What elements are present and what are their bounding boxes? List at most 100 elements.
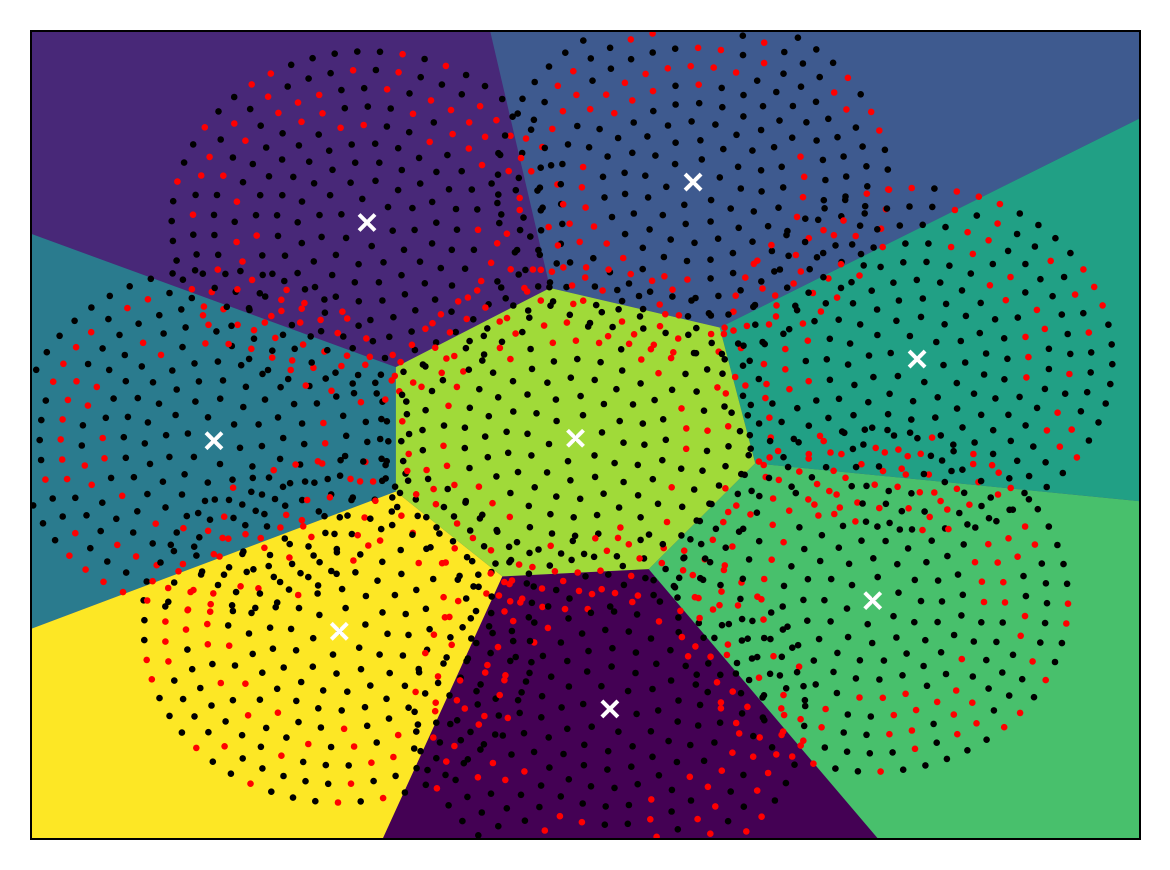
data-point-black	[921, 508, 928, 515]
data-point-red	[669, 286, 676, 294]
data-point-red	[599, 287, 606, 294]
data-point-black	[717, 671, 724, 679]
data-point-black	[978, 502, 985, 510]
data-point-black	[674, 594, 681, 601]
data-point-red	[603, 547, 611, 555]
data-point-black	[765, 474, 773, 482]
data-point-red	[432, 500, 440, 508]
data-point-red	[655, 618, 663, 625]
data-point-black	[630, 210, 638, 217]
data-point-black	[477, 746, 484, 753]
data-point-black	[884, 426, 891, 434]
data-point-red	[768, 556, 775, 563]
data-point-black	[214, 358, 222, 365]
data-point-red	[827, 449, 834, 456]
data-point-black	[231, 218, 238, 226]
data-point-black	[738, 470, 745, 478]
data-point-black	[396, 489, 404, 497]
data-point-black	[969, 673, 977, 680]
data-point-black	[314, 590, 321, 597]
data-point-red	[797, 153, 804, 160]
data-point-black	[520, 729, 528, 737]
data-point-black	[433, 719, 440, 726]
data-point-black	[322, 529, 329, 537]
data-point-black	[586, 319, 594, 327]
data-point-red	[714, 384, 721, 391]
data-point-black	[864, 183, 871, 190]
data-point-black	[494, 278, 501, 285]
data-point-black	[976, 329, 984, 337]
data-point-black	[614, 134, 622, 142]
data-point-black	[840, 729, 847, 736]
data-point-red	[516, 206, 523, 214]
data-point-black	[427, 544, 434, 551]
data-point-black	[376, 159, 383, 166]
data-point-red	[320, 419, 327, 427]
data-point-black	[804, 617, 811, 624]
data-point-red	[958, 655, 966, 663]
data-point-black	[896, 222, 904, 229]
data-point-black	[893, 634, 900, 641]
data-point-red	[509, 617, 517, 625]
data-point-black	[360, 84, 368, 92]
data-point-black	[324, 475, 332, 483]
data-point-black	[457, 736, 465, 744]
centroid-marker	[600, 699, 620, 719]
data-point-black	[524, 391, 531, 398]
data-point-red	[299, 523, 307, 530]
data-point-black	[868, 424, 876, 432]
data-point-black	[1009, 651, 1017, 659]
data-point-black	[864, 620, 871, 628]
data-point-red	[522, 135, 530, 142]
data-point-black	[341, 452, 349, 460]
data-point-black	[122, 569, 130, 576]
data-point-black	[409, 531, 416, 538]
data-point-black	[929, 203, 936, 211]
data-point-black	[941, 478, 949, 486]
data-point-black	[497, 284, 505, 291]
data-point-red	[1085, 329, 1093, 336]
data-point-black	[372, 66, 380, 74]
data-point-red	[442, 62, 450, 70]
data-point-black	[559, 160, 566, 168]
data-point-black	[593, 511, 601, 519]
data-point-black	[711, 634, 718, 642]
data-point-black	[705, 660, 712, 667]
data-point-black	[433, 168, 440, 176]
data-point-black	[779, 603, 786, 610]
data-point-black	[672, 101, 679, 108]
data-point-black	[261, 293, 269, 300]
data-point-black	[632, 649, 640, 656]
data-point-black	[778, 653, 786, 661]
data-point-red	[220, 513, 228, 520]
data-point-black	[422, 781, 430, 789]
data-point-black	[737, 689, 745, 697]
data-point-black	[948, 467, 955, 475]
data-point-black	[904, 545, 912, 552]
data-point-red	[718, 588, 725, 595]
data-point-black	[1033, 404, 1041, 412]
data-point-black	[886, 519, 893, 527]
data-point-red	[221, 743, 228, 750]
data-point-black	[379, 297, 386, 304]
data-point-black	[528, 365, 536, 373]
data-point-black	[693, 671, 700, 678]
data-point-red	[204, 620, 211, 628]
data-point-black	[639, 244, 647, 252]
data-point-red	[994, 220, 1001, 227]
data-point-red	[721, 324, 728, 332]
data-point-black	[694, 722, 702, 729]
data-point-black	[413, 728, 420, 735]
data-point-black	[768, 744, 776, 751]
data-point-black	[630, 119, 637, 126]
data-point-black	[903, 650, 910, 657]
data-point-red	[1001, 599, 1009, 606]
data-point-red	[713, 679, 721, 686]
data-point-black	[810, 657, 818, 664]
data-point-red	[283, 286, 290, 294]
data-point-black	[298, 239, 306, 247]
data-point-black	[738, 615, 746, 623]
data-point-black	[403, 398, 410, 405]
data-point-red	[298, 118, 305, 126]
data-point-red	[619, 254, 627, 262]
